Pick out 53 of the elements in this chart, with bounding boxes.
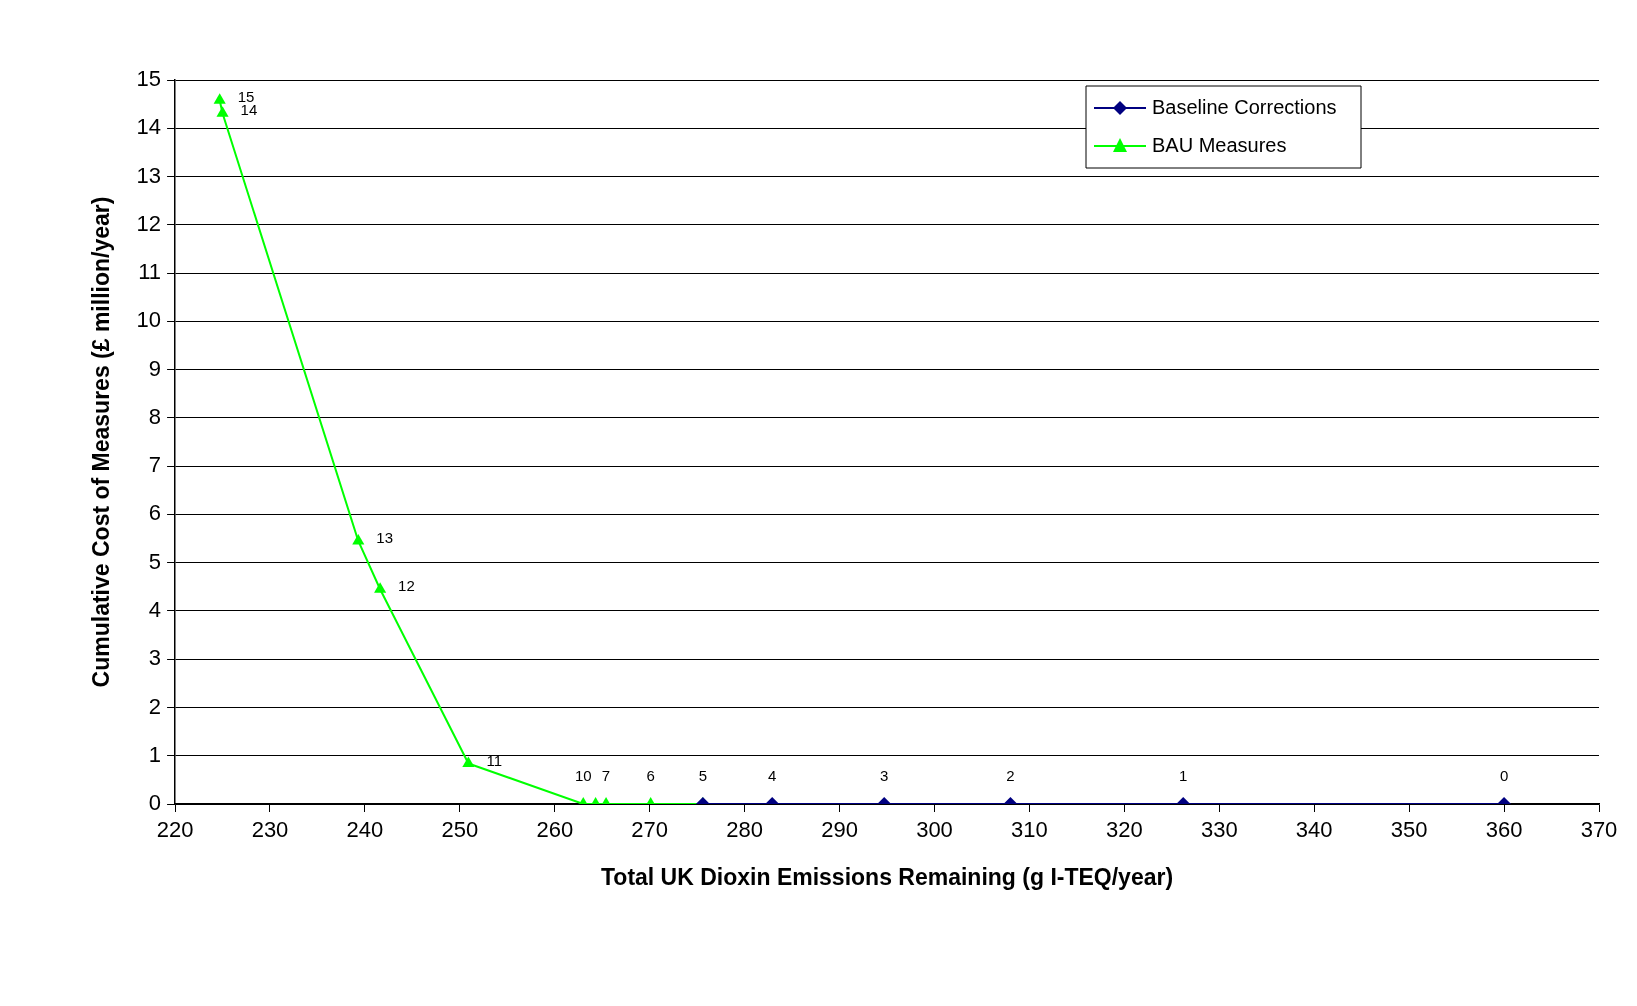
point [352, 533, 365, 545]
y-tick-label: 14 [136, 114, 162, 140]
x-tick-label: 320 [1106, 817, 1143, 843]
y-tick-label: 3 [148, 645, 162, 671]
annotation: 0 [1499, 766, 1509, 784]
y-tick-label: 5 [148, 548, 162, 574]
y-tick-label: 13 [136, 162, 162, 188]
annotation: 1 [1179, 766, 1188, 784]
annotation: 7 [601, 766, 611, 784]
x-tick-label: 230 [251, 817, 289, 843]
x-tick-label: 360 [1485, 817, 1523, 843]
x-tick-label: 300 [916, 817, 953, 843]
x-tick-label: 220 [156, 817, 194, 843]
y-tick-label: 15 [136, 66, 162, 92]
y-tick-label: 8 [148, 403, 162, 429]
x-tick-label: 260 [536, 817, 574, 843]
x-tick-label: 350 [1390, 817, 1428, 843]
annotation: 10 [574, 766, 592, 784]
legend-label: Baseline Corrections [1152, 95, 1337, 118]
annotation: 4 [768, 766, 777, 784]
x-tick-label: 280 [726, 817, 763, 843]
x-tick-label: 340 [1295, 817, 1333, 843]
annotation: 5 [698, 766, 708, 784]
y-tick-label: 0 [148, 790, 162, 816]
x-tick-label: 250 [441, 817, 479, 843]
annotation: 6 [646, 766, 655, 784]
point [213, 93, 226, 104]
annotation: 11 [486, 751, 502, 769]
annotation: 2 [1006, 766, 1015, 784]
annotation: 12 [398, 577, 415, 595]
x-tick-label: 310 [1011, 817, 1048, 843]
legend-label: BAU Measures [1152, 133, 1287, 156]
y-tick-label: 2 [148, 693, 162, 719]
x-tick-label: 270 [631, 817, 669, 843]
x-axis-title: Total UK Dioxin Emissions Remaining (g I-TEQ/year) [600, 863, 1174, 890]
y-tick-label: 10 [136, 307, 162, 333]
point [216, 106, 229, 117]
y-tick-label: 7 [148, 452, 162, 478]
point [462, 756, 475, 767]
y-tick-label: 9 [148, 355, 162, 381]
y-axis-title: Cumulative Cost of Measures (£ million/year) [88, 196, 115, 688]
x-tick-label: 330 [1200, 817, 1238, 843]
x-tick-label: 240 [346, 817, 384, 843]
annotation: 3 [880, 766, 889, 784]
y-tick-label: 1 [148, 741, 162, 767]
y-tick-label: 11 [138, 259, 162, 285]
x-tick-label: 370 [1580, 817, 1618, 843]
x-tick-label: 290 [821, 817, 858, 843]
y-tick-label: 4 [148, 597, 162, 622]
y-tick-label: 12 [136, 210, 162, 236]
y-tick-label: 6 [148, 500, 162, 526]
annotation: 13 [376, 529, 393, 547]
point [374, 582, 387, 593]
